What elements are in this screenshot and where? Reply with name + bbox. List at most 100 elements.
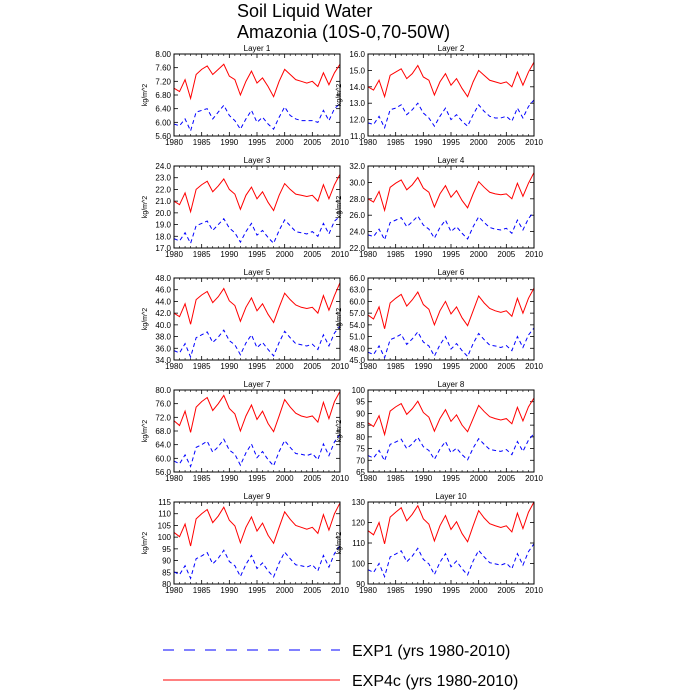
x-tick-label: 1985 [387, 586, 405, 595]
y-tick-label: 19.0 [155, 221, 171, 230]
x-tick-label: 2005 [303, 362, 321, 371]
panel-layer-9: Layer 9 kg/m^2 1980 1985 1990 1995 2000 2005 201… [142, 492, 349, 595]
y-tick-label: 18.0 [155, 232, 171, 241]
y-tick-label: 13.0 [349, 99, 365, 108]
x-tick-label: 1980 [359, 586, 377, 595]
series-exp4c-line [367, 60, 535, 99]
x-tick-label: 2010 [525, 250, 543, 259]
x-tick-label: 2000 [470, 250, 488, 259]
x-tick-label: 1980 [165, 474, 183, 483]
x-tick-label: 2005 [303, 474, 321, 483]
y-tick-label: 76.0 [155, 400, 171, 409]
y-tick-label: 23.0 [155, 174, 171, 183]
y-tick-label: 51.0 [349, 333, 365, 342]
x-tick-label: 1990 [414, 586, 432, 595]
series-exp1-line [173, 102, 341, 133]
y-tick-label: 54.0 [349, 321, 365, 330]
series-exp1-line [173, 432, 341, 468]
plot-frame [367, 165, 535, 249]
panel-layer-2: Layer 2 kg/m^2 1980 1985 1990 1995 2000 2005 201… [336, 44, 543, 147]
y-axis-label: kg/m^2 [142, 420, 149, 442]
x-tick-label: 1995 [248, 250, 266, 259]
y-tick-label: 75 [356, 445, 365, 454]
series-exp4c-line [173, 282, 341, 325]
y-tick-label: 100 [158, 533, 172, 542]
y-tick-label: 80.0 [155, 386, 171, 395]
panel-layer-8: Layer 8 kg/m^2 1980 1985 1990 1995 2000 2005 201… [336, 380, 543, 483]
legend-exp1-label: EXP1 (yrs 1980-2010) [352, 643, 510, 660]
series-exp1-line [173, 215, 341, 245]
x-tick-label: 1985 [193, 250, 211, 259]
y-tick-label: 32.0 [349, 162, 365, 171]
x-tick-label: 2010 [525, 474, 543, 483]
y-tick-label: 105 [158, 521, 172, 530]
x-tick-label: 1995 [442, 138, 460, 147]
y-tick-label: 48.0 [155, 274, 171, 283]
y-tick-label: 100 [352, 560, 366, 569]
y-axis-label: kg/m^2 [336, 532, 343, 554]
x-tick-label: 1995 [442, 250, 460, 259]
y-tick-label: 130 [352, 498, 366, 507]
y-tick-label: 38.0 [155, 333, 171, 342]
x-tick-label: 2000 [470, 138, 488, 147]
x-tick-label: 1980 [359, 250, 377, 259]
y-tick-label: 72.0 [155, 413, 171, 422]
y-tick-label: 120 [352, 519, 366, 528]
series-exp4c-line [173, 173, 341, 214]
series-exp4c-line [173, 62, 341, 101]
plot-frame [367, 389, 535, 473]
panel-layer-10: Layer 10 kg/m^2 1980 1985 1990 1995 2000 2005 20… [336, 492, 543, 595]
y-tick-label: 70 [356, 456, 365, 465]
y-tick-label: 90 [356, 580, 365, 589]
panel-title: Layer 1 [244, 44, 271, 53]
y-tick-label: 65 [356, 468, 365, 477]
y-axis-label: kg/m^2 [336, 196, 343, 218]
y-tick-label: 45.0 [349, 356, 365, 365]
y-axis-label: kg/m^2 [142, 308, 149, 330]
y-tick-label: 22.0 [349, 244, 365, 253]
x-tick-label: 1990 [414, 250, 432, 259]
x-tick-label: 2005 [497, 474, 515, 483]
x-tick-label: 1990 [414, 362, 432, 371]
x-tick-label: 1995 [442, 474, 460, 483]
y-tick-label: 110 [158, 510, 171, 519]
x-tick-label: 1990 [220, 138, 238, 147]
plot-frame [367, 53, 535, 137]
y-axis-label: kg/m^2 [336, 84, 343, 106]
x-tick-label: 1990 [220, 474, 238, 483]
panel-title: Layer 4 [438, 156, 465, 165]
y-tick-label: 21.0 [155, 197, 171, 206]
y-tick-label: 6.80 [155, 91, 171, 100]
y-tick-label: 17.0 [155, 244, 171, 253]
y-tick-label: 95 [356, 398, 365, 407]
x-tick-label: 2005 [497, 138, 515, 147]
x-tick-label: 2010 [331, 586, 349, 595]
y-tick-label: 68.0 [155, 427, 171, 436]
x-tick-label: 1980 [165, 138, 183, 147]
y-tick-label: 100 [352, 386, 366, 395]
y-tick-label: 80 [162, 580, 171, 589]
plot-frame [173, 277, 341, 361]
y-tick-label: 11.0 [350, 132, 366, 141]
x-tick-label: 1995 [248, 586, 266, 595]
y-tick-label: 46.0 [155, 286, 171, 295]
legend: EXP1 (yrs 1980-2010) EXP4c (yrs 1980-201… [163, 643, 518, 690]
figure-title-line2: Amazonia (10S-0,70-50W) [237, 22, 450, 42]
series-exp1-line [367, 432, 535, 463]
panel-layer-3: Layer 3 kg/m^2 1980 1985 1990 1995 2000 2005 201… [142, 156, 349, 259]
x-tick-label: 1985 [193, 362, 211, 371]
panel-layer-1: Layer 1 kg/m^2 1980 1985 1990 1995 2000 2005 201… [142, 44, 349, 147]
x-tick-label: 1995 [248, 362, 266, 371]
legend-exp4c-label: EXP4c (yrs 1980-2010) [352, 673, 518, 690]
x-tick-label: 2005 [303, 586, 321, 595]
plot-frame [367, 501, 535, 585]
x-tick-label: 1995 [248, 474, 266, 483]
series-exp1-line [367, 542, 535, 579]
x-tick-label: 2005 [303, 250, 321, 259]
x-tick-label: 2000 [276, 362, 294, 371]
panel-layer-7: Layer 7 kg/m^2 1980 1985 1990 1995 2000 2005 201… [142, 380, 349, 483]
y-tick-label: 57.0 [349, 309, 365, 318]
y-tick-label: 85 [162, 568, 171, 577]
y-tick-label: 28.0 [349, 195, 365, 204]
series-exp1-line [367, 326, 535, 360]
